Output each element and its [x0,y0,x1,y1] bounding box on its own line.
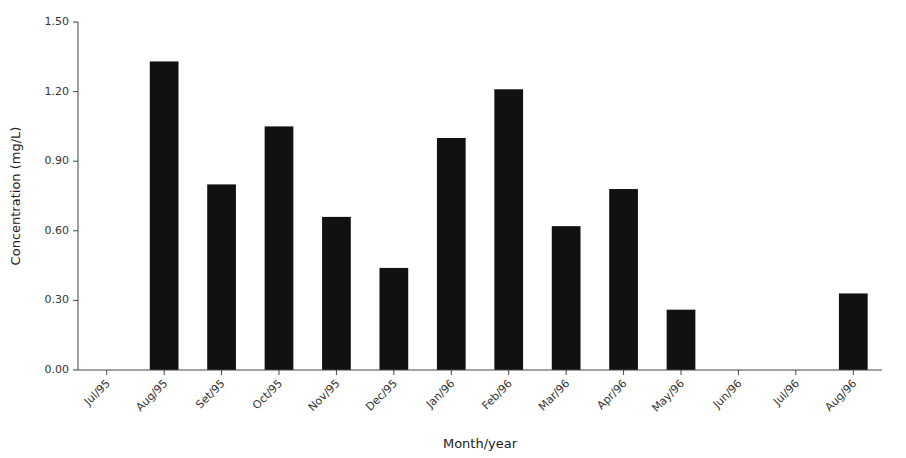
x-tick-label: Apr/96 [595,377,630,412]
bar [437,138,466,370]
y-axis-line [78,22,79,370]
y-tick [73,370,78,371]
x-tick-label: Nov/95 [306,377,343,414]
x-tick [853,370,854,375]
x-axis-label: Month/year [443,436,518,451]
x-tick-label: Aug/95 [133,377,170,414]
x-tick-label: Jan/96 [423,377,457,411]
x-tick-label: Jul/95 [81,377,113,409]
bar [609,189,638,370]
plot-area: 0.00 0.30 0.60 0.90 1.20 1.50 Jul/95 Aug/95 Set/… [8,15,882,451]
y-tick [73,22,78,23]
x-tick-label: May/96 [649,377,687,415]
y-axis-label: Concentration (mg/L) [8,127,23,266]
y-tick [73,91,78,92]
x-tick [795,370,796,375]
x-tick-label: Aug/96 [823,377,860,414]
bar [667,310,696,370]
x-axis: Jul/95 Aug/95 Set/95 Oct/95 Nov/95 Dec/95 Jan/… [78,370,882,415]
y-tick-label: 0.00 [45,363,70,376]
y-tick-label: 0.90 [45,154,70,167]
x-tick-label: Jul/96 [770,377,802,409]
x-tick [566,370,567,375]
bar [839,293,868,370]
bars [150,61,868,370]
x-tick [336,370,337,375]
y-tick [73,300,78,301]
x-tick-label: Set/95 [193,377,227,411]
x-tick [738,370,739,375]
y-tick-label: 1.20 [45,85,70,98]
x-tick [508,370,509,375]
bar [322,217,351,370]
bar [207,184,236,370]
bar [265,126,294,370]
bar [380,268,409,370]
x-tick [221,370,222,375]
x-tick [623,370,624,375]
bar [150,61,179,370]
chart-container: 0.00 0.30 0.60 0.90 1.20 1.50 Jul/95 Aug/95 Set/… [0,0,906,458]
x-axis-line [78,370,882,371]
x-tick-label: Feb/96 [479,377,514,412]
x-tick [106,370,107,375]
y-tick-label: 0.60 [45,224,70,237]
bar [552,226,581,370]
x-tick-label: Dec/95 [363,377,400,414]
x-tick [279,370,280,375]
x-tick [164,370,165,375]
bar [494,89,523,370]
y-tick [73,161,78,162]
y-axis: 0.00 0.30 0.60 0.90 1.20 1.50 [45,15,79,376]
x-tick-label: Oct/95 [250,377,285,412]
x-tick [393,370,394,375]
chart: 0.00 0.30 0.60 0.90 1.20 1.50 Jul/95 Aug/95 Set/… [0,0,906,458]
x-tick-label: Jun/96 [710,377,745,412]
y-tick-label: 0.30 [45,293,70,306]
x-tick-label: Mar/96 [536,377,572,413]
y-tick [73,230,78,231]
x-tick [681,370,682,375]
x-tick [451,370,452,375]
y-tick-label: 1.50 [45,15,70,28]
